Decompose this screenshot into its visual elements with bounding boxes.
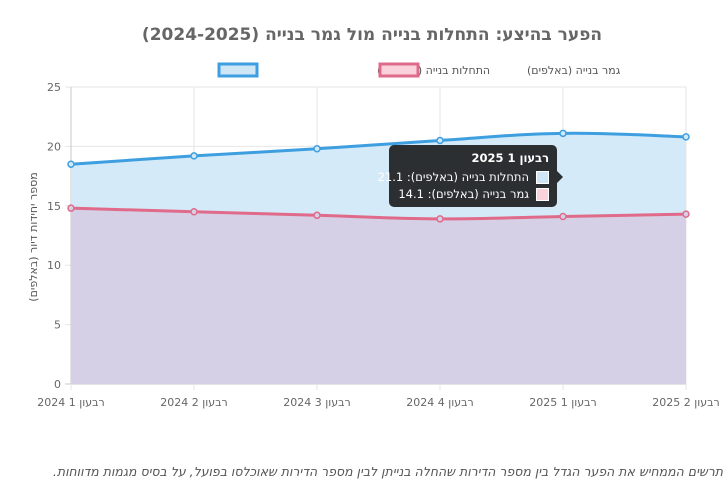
legend-item[interactable]: התחלות בנייה (באלפים) bbox=[217, 62, 490, 78]
y-tick-label: 5 bbox=[54, 319, 61, 332]
tooltip-swatch bbox=[536, 170, 549, 184]
chart-caption: תרשים הממחיש את הפער הגדל בין מספר הדירו… bbox=[52, 464, 723, 479]
chart-title: הפער בהיצע: התחלות בנייה מול גמר בנייה (… bbox=[142, 25, 602, 45]
data-points[interactable] bbox=[67, 129, 690, 223]
data-point[interactable] bbox=[682, 210, 690, 218]
series-line bbox=[70, 131, 687, 166]
tooltip-swatch bbox=[536, 187, 549, 201]
x-tick-label: רבעון 4 2024 bbox=[406, 396, 473, 409]
data-point[interactable] bbox=[436, 136, 444, 145]
chart-tooltip: רבעון 1 2025 התחלות בנייה (באלפים): 21.1… bbox=[378, 145, 563, 207]
tooltip-row: גמר בנייה (באלפים): 14.1 bbox=[398, 187, 549, 201]
data-point[interactable] bbox=[67, 204, 75, 212]
x-axis-ticks: רבעון 1 2024 רבעון 2 2024 רבעון 3 2024 רבעו… bbox=[37, 396, 719, 409]
data-point[interactable] bbox=[682, 133, 690, 141]
series-line bbox=[70, 206, 687, 221]
y-tick-label: 15 bbox=[47, 200, 61, 213]
y-tick-label: 10 bbox=[47, 259, 61, 272]
data-point[interactable] bbox=[313, 145, 321, 153]
x-tick-label: רבעון 1 2024 bbox=[37, 396, 104, 409]
tooltip-row-label: התחלות בנייה (באלפים): 21.1 bbox=[377, 170, 529, 184]
legend-swatch bbox=[217, 62, 259, 78]
data-point[interactable] bbox=[559, 212, 567, 221]
series-area bbox=[71, 208, 686, 384]
chart-legend[interactable]: התחלות בנייה (באלפים) גמר בנייה (באלפים) bbox=[217, 62, 621, 78]
y-tick-label: 20 bbox=[47, 140, 61, 153]
x-tick-label: רבעון 2 2025 bbox=[652, 396, 719, 409]
data-point[interactable] bbox=[559, 129, 567, 138]
legend-label: גמר בנייה (באלפים) bbox=[527, 64, 621, 77]
legend-item[interactable]: גמר בנייה (באלפים) bbox=[378, 62, 621, 78]
data-point[interactable] bbox=[190, 207, 198, 216]
series-lines bbox=[70, 131, 687, 221]
y-axis-ticks: 0 5 10 15 20 25 bbox=[47, 81, 61, 391]
y-axis-label: מספר יחידות דיור (באלפים) bbox=[27, 172, 40, 301]
tooltip-row-label: גמר בנייה (באלפים): 14.1 bbox=[398, 187, 529, 201]
data-point[interactable] bbox=[313, 211, 321, 220]
tooltip-title: רבעון 1 2025 bbox=[471, 151, 549, 165]
tooltip-row: התחלות בנייה (באלפים): 21.1 bbox=[378, 170, 549, 184]
y-tick-label: 25 bbox=[47, 81, 61, 94]
data-point[interactable] bbox=[436, 215, 444, 223]
data-point[interactable] bbox=[190, 152, 198, 160]
y-tick-label: 0 bbox=[54, 378, 61, 391]
data-point[interactable] bbox=[67, 160, 75, 168]
x-tick-label: רבעון 1 2025 bbox=[529, 396, 596, 409]
legend-swatch bbox=[378, 62, 420, 78]
chart-canvas: הפער בהיצע: התחלות בנייה מול גמר בנייה (… bbox=[27, 25, 720, 409]
x-tick-label: רבעון 2 2024 bbox=[160, 396, 227, 409]
x-tick-label: רבעון 3 2024 bbox=[283, 396, 350, 409]
